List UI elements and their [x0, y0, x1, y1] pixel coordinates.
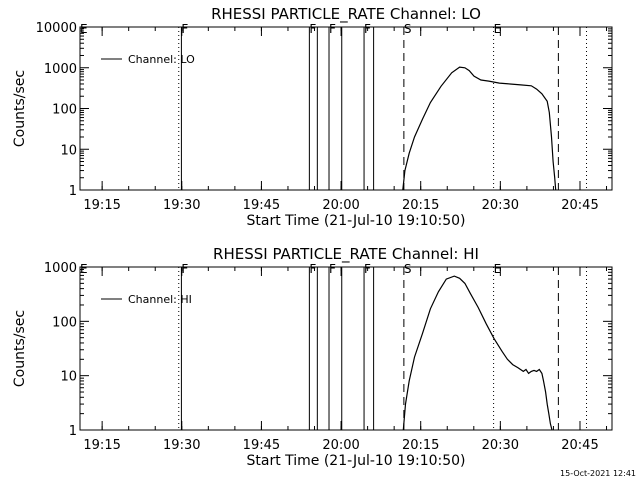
x-tick-label: 19:30 [163, 198, 200, 213]
y-tick-label: 1000 [44, 261, 77, 276]
marker-label: S [404, 262, 412, 276]
y-axis-label: Counts/sec [12, 310, 28, 387]
y-tick-label: 1 [69, 424, 77, 439]
marker-label: E [80, 22, 88, 36]
x-tick-label: 20:45 [561, 198, 598, 213]
y-axis-label: Counts/sec [12, 70, 28, 147]
x-tick-label: 19:15 [83, 198, 120, 213]
legend-entry: Channel: HI [128, 293, 192, 306]
x-tick-label: 19:15 [83, 438, 120, 453]
marker-label: F [181, 262, 188, 276]
legend-entry: Channel: LO [128, 53, 195, 66]
y-tick-label: 10 [60, 370, 77, 385]
x-tick-label: 20:15 [402, 438, 439, 453]
y-tick-label: 100 [52, 315, 77, 330]
x-tick-label: 20:15 [402, 198, 439, 213]
marker-label: F [309, 22, 316, 36]
marker-label: F [329, 262, 336, 276]
x-tick-label: 19:45 [243, 438, 280, 453]
marker-label: F [364, 262, 371, 276]
x-tick-label: 19:30 [163, 438, 200, 453]
y-tick-label: 10 [60, 143, 77, 158]
y-tick-label: 10000 [36, 21, 77, 36]
x-tick-label: 20:00 [322, 438, 359, 453]
marker-label: S [404, 22, 412, 36]
x-tick-label: 20:00 [322, 198, 359, 213]
marker-label: E [80, 262, 88, 276]
x-tick-label: 19:45 [243, 198, 280, 213]
x-axis-label: Start Time (21-Jul-10 19:10:50) [246, 453, 465, 469]
marker-label: F [364, 22, 371, 36]
x-tick-label: 20:30 [482, 438, 519, 453]
x-tick-label: 20:45 [561, 438, 598, 453]
y-tick-label: 100 [52, 103, 77, 118]
y-tick-label: 1000 [44, 62, 77, 77]
series-line-0 [402, 66, 557, 191]
panel-0: RHESSI PARTICLE_RATE Channel: LO 1 10 100 10… [12, 5, 613, 229]
plot-frame [79, 26, 613, 191]
chart-title: RHESSI PARTICLE_RATE Channel: LO [211, 5, 481, 24]
marker-label: F [181, 22, 188, 36]
series-line-0 [402, 275, 553, 431]
x-tick-label: 20:30 [482, 198, 519, 213]
panel-1: RHESSI PARTICLE_RATE Channel: HI 1 10 100 10… [12, 245, 613, 469]
x-axis-label: Start Time (21-Jul-10 19:10:50) [246, 213, 465, 229]
plot-frame [79, 266, 613, 431]
marker-label: E [494, 262, 502, 276]
date-stamp: 15-Oct-2021 12:41 [560, 469, 636, 478]
marker-label: F [329, 22, 336, 36]
chart-title: RHESSI PARTICLE_RATE Channel: HI [213, 245, 479, 264]
y-tick-label: 1 [69, 184, 77, 199]
marker-label: F [309, 262, 316, 276]
marker-label: E [494, 22, 502, 36]
